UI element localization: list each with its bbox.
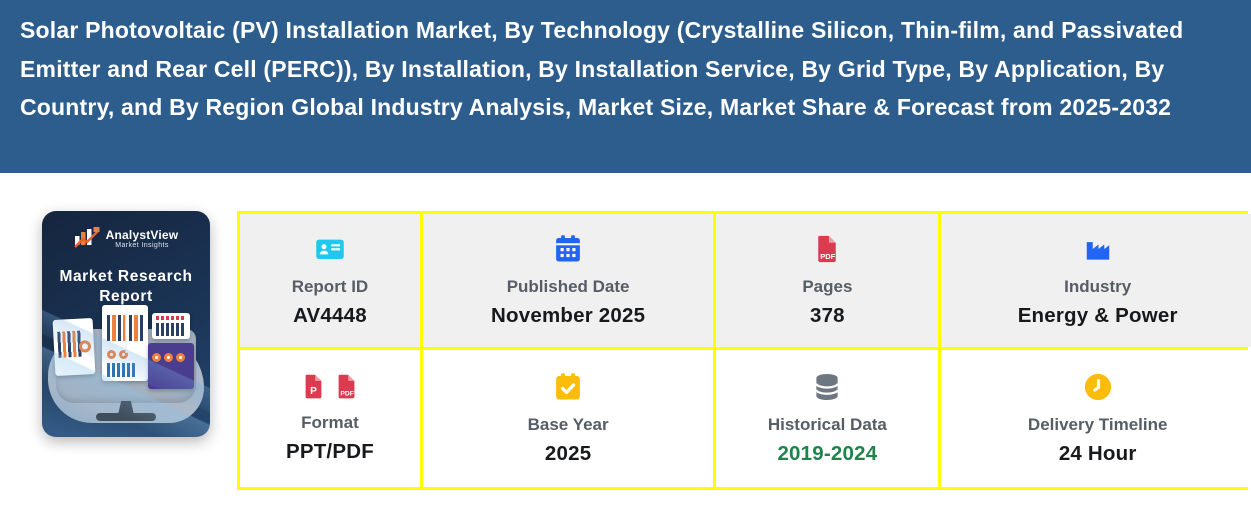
monitor-base [96, 413, 156, 421]
database-icon [815, 373, 840, 400]
chart-document-right [152, 313, 190, 339]
info-label: Delivery Timeline [1027, 414, 1168, 434]
donut-chart-panel [148, 343, 194, 389]
clock-icon [1084, 373, 1111, 400]
calendar-check-icon [556, 372, 580, 399]
svg-text:PDF: PDF [340, 391, 354, 398]
analystview-logo: AnalystView Market Insights [42, 227, 210, 249]
info-cell-base-year: Base Year 2025 [422, 350, 714, 487]
info-value: November 2025 [491, 303, 646, 327]
svg-text:P: P [310, 386, 317, 397]
info-cell-pages: PDF Pages 378 [716, 214, 939, 347]
info-cell-report-id: Report ID AV4448 [240, 214, 420, 347]
file-ppt-icon: P [305, 374, 322, 399]
report-info-grid: Report ID AV4448 Published Date November… [237, 211, 1251, 490]
cover-title-line1: Market Research [59, 268, 193, 285]
info-label: Base Year [527, 414, 609, 434]
file-pdf-icon: PDF [338, 374, 355, 399]
info-value: 24 Hour [1058, 441, 1137, 465]
info-value: 378 [809, 303, 845, 327]
report-cover-thumbnail: AnalystView Market Insights Market Resea… [42, 211, 210, 437]
id-card-icon [316, 239, 344, 259]
info-value: Energy & Power [1017, 303, 1178, 327]
svg-text:PDF: PDF [821, 252, 836, 261]
info-value: 2019-2024 [777, 441, 878, 465]
info-label: Published Date [506, 276, 630, 296]
cover-title: Market Research Report [42, 267, 210, 307]
info-cell-published-date: Published Date November 2025 [422, 214, 714, 347]
brand-tagline: Market Insights [115, 241, 169, 249]
cover-title-line2: Report [99, 288, 153, 306]
chart-document-center [102, 305, 148, 381]
info-cell-format: P PDF Format PPT/PDF [240, 350, 420, 487]
info-label: Historical Data [767, 414, 887, 434]
info-label: Report ID [291, 276, 369, 296]
info-cell-industry: Industry Energy & Power [941, 214, 1251, 347]
info-value: 2025 [544, 441, 592, 465]
info-label: Industry [1064, 276, 1132, 296]
info-label: Pages [802, 276, 853, 296]
info-cell-historical-data: Historical Data 2019-2024 [716, 350, 939, 487]
monitor-stand [118, 401, 134, 415]
chart-document-left [52, 317, 96, 377]
logo-chart-icon [73, 227, 100, 248]
brand-name: AnalystView [105, 227, 179, 242]
info-label: Format [301, 413, 359, 432]
info-value: AV4448 [293, 303, 367, 327]
cover-pointer-line [125, 311, 127, 353]
file-pdf-icon: PDF [818, 235, 837, 262]
page-header: Solar Photovoltaic (PV) Installation Mar… [0, 0, 1251, 173]
info-cell-delivery-timeline: Delivery Timeline 24 Hour [941, 350, 1251, 487]
info-value: PPT/PDF [285, 440, 374, 463]
file-ppt-pdf-icon: P PDF [300, 373, 360, 400]
factory-icon [1086, 241, 1109, 260]
report-title: Solar Photovoltaic (PV) Installation Mar… [20, 17, 1184, 120]
calendar-icon [556, 234, 580, 261]
